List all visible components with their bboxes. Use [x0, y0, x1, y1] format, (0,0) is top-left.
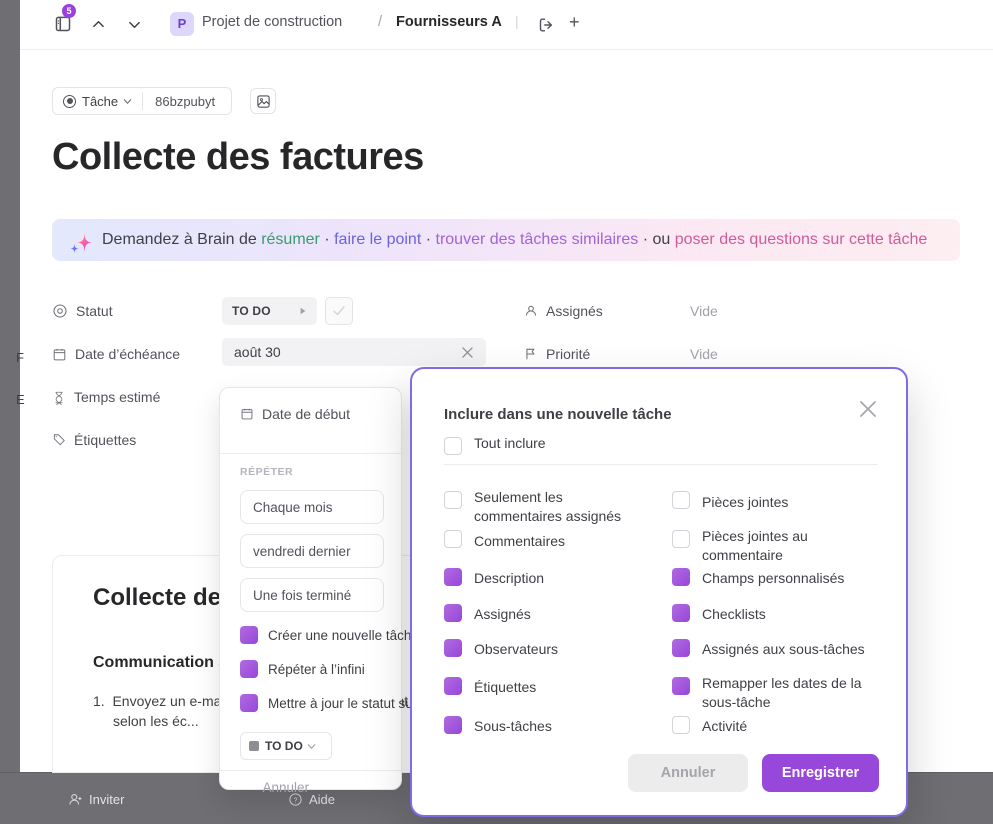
svg-text:?: ? — [294, 797, 298, 804]
